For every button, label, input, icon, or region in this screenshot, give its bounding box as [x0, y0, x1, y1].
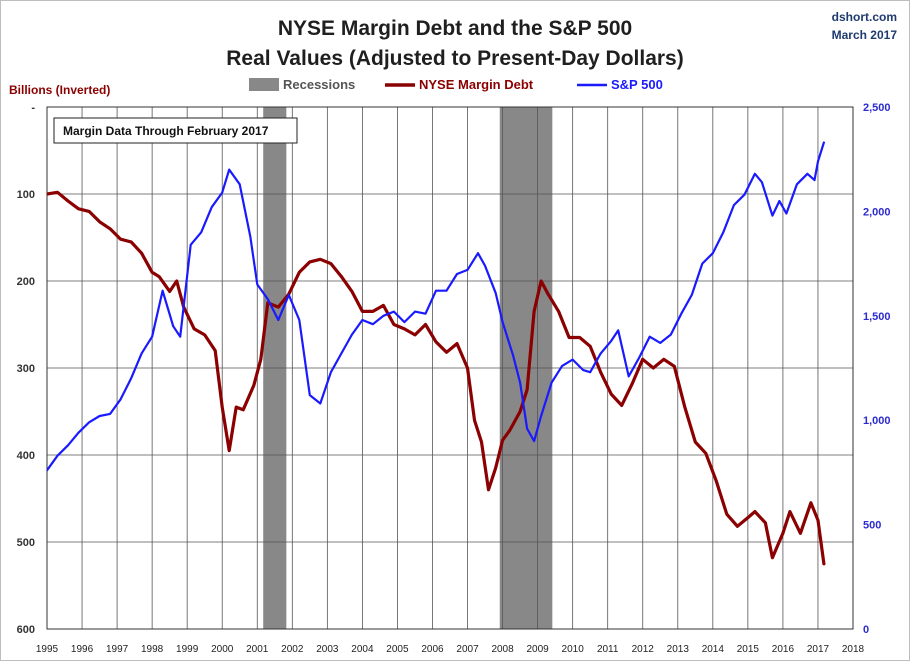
x-tick-2009: 2009 — [526, 644, 549, 655]
y-right-tick-0: 0 — [863, 624, 869, 636]
x-tick-1995: 1995 — [36, 644, 59, 655]
x-tick-2003: 2003 — [316, 644, 339, 655]
x-axis-ticks: 1995 1996 1997 1998 1999 2000 2001 2002 2003 2004… — [36, 644, 865, 655]
x-tick-2001: 2001 — [246, 644, 269, 655]
y-left-tick-0: - — [31, 102, 35, 114]
annotation-frame — [53, 117, 298, 144]
x-tick-2004: 2004 — [351, 644, 374, 655]
y-left-tick-5: 500 — [17, 537, 35, 549]
x-tick-2008: 2008 — [491, 644, 514, 655]
x-tick-2000: 2000 — [211, 644, 234, 655]
gridlines — [46, 106, 854, 630]
x-tick-2016: 2016 — [772, 644, 795, 655]
legend-recessions: Recessions — [283, 77, 355, 92]
legend-recession-swatch — [249, 78, 279, 91]
y-axis-left-ticks: - 100 200 300 400 500 600 — [17, 102, 36, 636]
series-lines — [47, 141, 826, 566]
legend-sp500: S&P 500 — [611, 77, 663, 92]
x-tick-2002: 2002 — [281, 644, 304, 655]
source-label: dshort.com — [832, 10, 897, 24]
plot-frame — [46, 106, 854, 630]
y-left-tick-3: 300 — [17, 363, 35, 375]
x-tick-2013: 2013 — [667, 644, 690, 655]
x-tick-2010: 2010 — [562, 644, 585, 655]
x-tick-2011: 2011 — [597, 644, 619, 655]
x-tick-2015: 2015 — [737, 644, 760, 655]
y-right-tick-2: 1,000 — [863, 415, 891, 427]
x-tick-1999: 1999 — [176, 644, 199, 655]
legend: Recessions NYSE Margin Debt S&P 500 — [249, 77, 663, 92]
annotation-box: Margin Data Through February 2017 — [53, 117, 298, 144]
y-right-tick-3: 1,500 — [863, 311, 891, 323]
chart-title: NYSE Margin Debt and the S&P 500 — [278, 17, 632, 40]
x-tick-2012: 2012 — [632, 644, 655, 655]
x-tick-1998: 1998 — [141, 644, 164, 655]
chart-subtitle: Real Values (Adjusted to Present-Day Dol… — [226, 47, 683, 70]
x-tick-2018: 2018 — [842, 644, 865, 655]
y-axis-left-label: Billions (Inverted) — [9, 83, 110, 97]
y-left-tick-6: 600 — [17, 624, 35, 636]
y-left-tick-4: 400 — [17, 450, 35, 462]
date-label: March 2017 — [832, 28, 898, 42]
y-left-tick-1: 100 — [17, 189, 35, 201]
y-right-tick-4: 2,000 — [863, 206, 891, 218]
x-tick-1996: 1996 — [71, 644, 94, 655]
y-right-tick-1: 500 — [863, 520, 881, 532]
x-tick-1997: 1997 — [106, 644, 129, 655]
x-tick-2005: 2005 — [386, 644, 409, 655]
annotation-text: Margin Data Through February 2017 — [63, 124, 269, 138]
x-tick-2014: 2014 — [702, 644, 725, 655]
x-tick-2017: 2017 — [807, 644, 830, 655]
y-left-tick-2: 200 — [17, 276, 35, 288]
y-axis-right-ticks: 0 500 1,000 1,500 2,000 2,500 — [863, 102, 891, 636]
x-tick-2006: 2006 — [421, 644, 444, 655]
series-sp500-line — [47, 141, 826, 472]
y-right-tick-5: 2,500 — [863, 102, 891, 114]
x-tick-2007: 2007 — [456, 644, 479, 655]
legend-margin-debt: NYSE Margin Debt — [419, 77, 534, 92]
series-margin-debt-line — [47, 190, 826, 566]
